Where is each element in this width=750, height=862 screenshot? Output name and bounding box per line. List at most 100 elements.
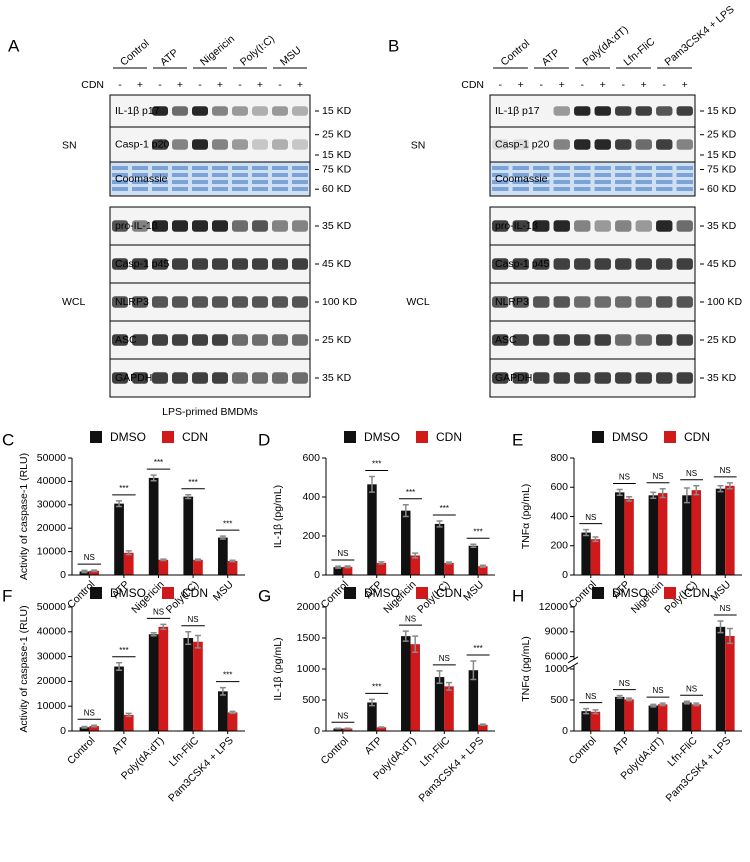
- significance-label: NS: [188, 615, 199, 624]
- band: [292, 187, 308, 191]
- cdn-sign: -: [622, 79, 626, 91]
- band: [676, 180, 693, 184]
- cdn-sign: +: [297, 79, 303, 91]
- y-axis-label: TNFα (pg/mL): [520, 636, 532, 702]
- cdn-sign: +: [518, 79, 524, 91]
- band: [152, 334, 168, 346]
- error-bar: [726, 482, 733, 490]
- significance-label: ***: [372, 460, 381, 469]
- band: [635, 258, 652, 270]
- bar: [148, 634, 159, 731]
- marker-label: 15 KD: [707, 105, 737, 117]
- band: [172, 296, 188, 308]
- row-label: Casp-1 p20: [115, 138, 169, 150]
- band: [533, 173, 550, 177]
- x-tick-label: Lfn-FliC: [167, 734, 202, 769]
- marker-label: 100 KD: [322, 296, 357, 308]
- band: [533, 334, 550, 346]
- band: [252, 296, 268, 308]
- legend-swatch: [592, 431, 604, 443]
- band: [112, 296, 128, 308]
- band: [676, 139, 693, 150]
- error-bar: [116, 662, 123, 671]
- error-bar: [402, 504, 409, 518]
- band: [615, 372, 632, 384]
- error-bar: [583, 707, 590, 715]
- significance-label: ***: [119, 646, 128, 655]
- error-bar: [150, 632, 157, 637]
- y-tick-label: 2000: [297, 601, 321, 613]
- band: [192, 106, 208, 116]
- cdn-sign: +: [559, 79, 565, 91]
- band: [272, 220, 288, 232]
- y-tick-label: 600: [550, 481, 568, 493]
- band: [292, 258, 308, 270]
- bar: [648, 495, 658, 575]
- bar: [468, 670, 479, 731]
- bar: [367, 702, 377, 731]
- group-label: Pam3CSK4 + LPS: [663, 4, 737, 69]
- significance-label: NS: [84, 708, 95, 717]
- band: [272, 180, 288, 184]
- error-bar: [219, 535, 226, 540]
- marker-label: 15 KD: [322, 105, 352, 117]
- error-bar: [650, 703, 657, 708]
- y-tick-label: 0: [562, 569, 568, 581]
- significance-label: ***: [119, 484, 128, 493]
- bar: [725, 635, 735, 731]
- error-bar: [479, 564, 486, 568]
- marker-label: 45 KD: [707, 258, 737, 270]
- marker-label: 15 KD: [707, 149, 737, 161]
- band: [615, 187, 632, 191]
- y-tick-label: 400: [302, 491, 320, 503]
- legend-label: DMSO: [110, 586, 146, 600]
- band: [594, 106, 611, 116]
- error-bar: [91, 569, 98, 573]
- error-bar: [592, 709, 599, 715]
- y-tick-label: 200: [550, 540, 568, 552]
- y-tick-label: 30000: [37, 499, 66, 511]
- row-label: GAPDH: [115, 372, 152, 384]
- band: [252, 334, 268, 346]
- y-tick-label: 0: [562, 725, 568, 737]
- error-bar: [626, 496, 633, 502]
- error-bar: [378, 561, 385, 565]
- band: [172, 258, 188, 270]
- bar: [715, 626, 726, 731]
- band: [212, 173, 228, 177]
- band: [272, 334, 288, 346]
- y-axis-label: TNFα (pg/mL): [520, 484, 532, 550]
- error-bar: [81, 569, 88, 574]
- band: [656, 173, 673, 177]
- y-tick-label: 50000: [37, 452, 66, 464]
- band: [132, 180, 148, 184]
- error-bar: [470, 543, 477, 549]
- row-label: ASC: [115, 334, 137, 346]
- y-tick-label: 10000: [37, 700, 66, 712]
- x-tick-label: Pam3CSK4 + LPS: [166, 735, 236, 805]
- bar: [590, 711, 601, 731]
- band: [656, 166, 673, 170]
- cdn-sign: -: [663, 79, 667, 91]
- band: [635, 220, 652, 232]
- band: [112, 166, 128, 170]
- y-tick-label: 200: [302, 530, 320, 542]
- bar: [434, 677, 445, 731]
- row-label: Coomassie: [115, 173, 168, 185]
- cdn-sign: +: [641, 79, 647, 91]
- band: [615, 180, 632, 184]
- band: [594, 187, 611, 191]
- band: [656, 372, 673, 384]
- bar: [624, 699, 634, 731]
- error-bar: [229, 559, 236, 563]
- x-tick-label: Pam3CSK4 + LPS: [664, 735, 734, 805]
- band: [553, 372, 570, 384]
- y-tick-label: 50000: [37, 601, 66, 613]
- band: [272, 258, 288, 270]
- bar: [367, 484, 377, 575]
- band: [212, 296, 228, 308]
- band: [132, 166, 148, 170]
- cdn-sign: +: [682, 79, 688, 91]
- band: [574, 258, 591, 270]
